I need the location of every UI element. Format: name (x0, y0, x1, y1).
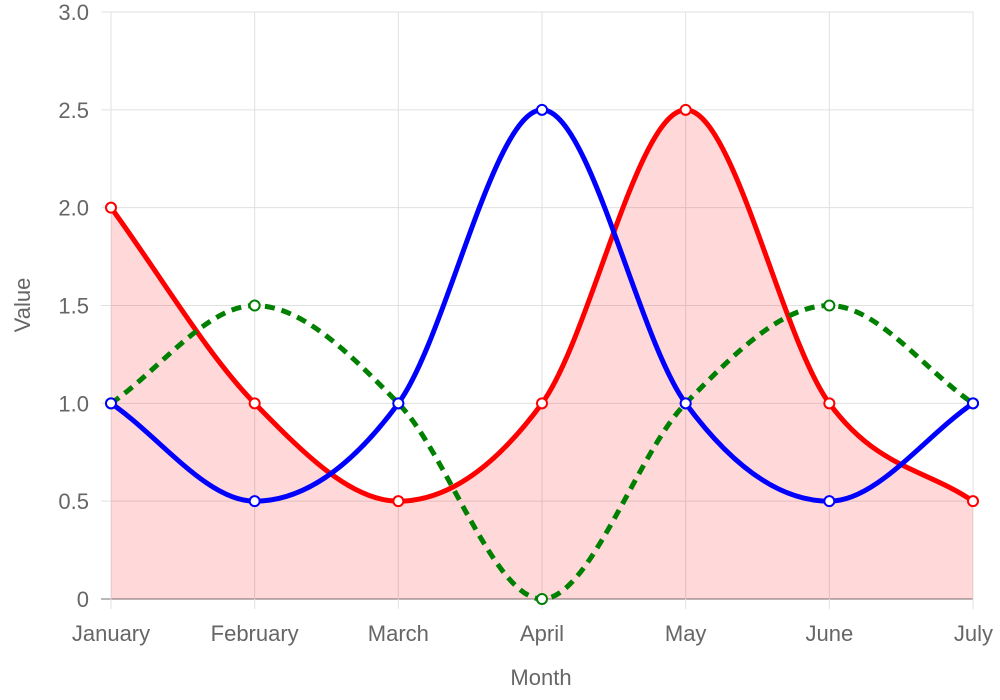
series-2-point[interactable] (823, 299, 836, 312)
series-1-point[interactable] (248, 397, 261, 410)
x-tick-label: June (805, 621, 853, 646)
x-tick-label: February (211, 621, 299, 646)
series-3-point[interactable] (392, 397, 405, 410)
series-2-point[interactable] (248, 299, 261, 312)
x-tick-label: July (954, 621, 993, 646)
y-tick-label: 0.5 (58, 489, 89, 514)
series-3-point[interactable] (105, 397, 117, 410)
x-tick-label: January (72, 621, 150, 646)
y-tick-label: 2.0 (58, 196, 89, 221)
series-1-point[interactable] (105, 201, 117, 214)
series-1-point[interactable] (392, 495, 405, 508)
series-1-point[interactable] (823, 397, 836, 410)
x-tick-label: May (665, 621, 707, 646)
y-tick-labels: 0 0.5 1.0 1.5 2.0 2.5 3.0 (58, 0, 89, 612)
x-tick-label: March (368, 621, 429, 646)
series-3-point[interactable] (248, 495, 261, 508)
y-tick-label: 1.5 (58, 294, 89, 319)
y-tick-label: 3.0 (58, 0, 89, 25)
series-points (105, 103, 979, 605)
series-3-point[interactable] (679, 397, 692, 410)
x-axis-title: Month (510, 665, 571, 690)
y-tick-label: 0 (77, 587, 89, 612)
series-2-point[interactable] (536, 593, 548, 605)
x-tick-label: April (520, 621, 564, 646)
series-3-point[interactable] (967, 397, 979, 410)
series-3-point[interactable] (536, 103, 548, 116)
y-axis-title: Value (10, 278, 35, 333)
series-1-point[interactable] (536, 397, 548, 410)
x-tick-labels: January February March April May June July (72, 621, 993, 646)
series-1-point[interactable] (679, 103, 692, 116)
series-1-point[interactable] (967, 495, 979, 508)
series-3-point[interactable] (823, 495, 836, 508)
y-tick-label: 2.5 (58, 98, 89, 123)
y-tick-label: 1.0 (58, 391, 89, 416)
